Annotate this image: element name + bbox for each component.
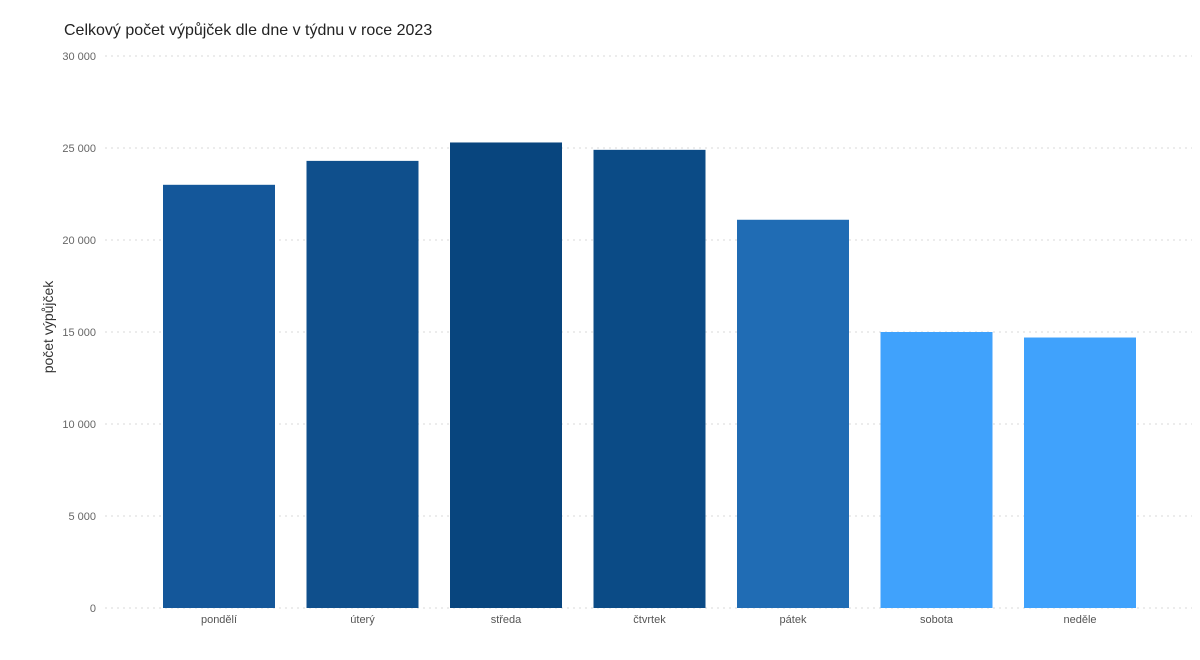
y-tick-label: 20 000: [62, 235, 96, 247]
bar-0[interactable]: [163, 184, 275, 609]
grid-lines: [105, 55, 1192, 609]
y-axis-title: počet výpůjček: [40, 280, 56, 374]
x-axis-labels: pondělí úterý středa čtvrtek pátek sobota nedě…: [201, 614, 1097, 626]
chart-title: Celkový počet výpůjček dle dne v týdnu v…: [64, 22, 433, 39]
x-tick-label: neděle: [1063, 614, 1096, 626]
bar-2[interactable]: [450, 142, 562, 609]
y-tick-label: 30 000: [62, 51, 96, 63]
bar-5[interactable]: [880, 332, 993, 608]
x-tick-label: čtvrtek: [633, 614, 666, 626]
x-tick-label: pondělí: [201, 614, 237, 626]
x-tick-label: úterý: [350, 614, 375, 626]
bars: [163, 142, 1136, 609]
y-tick-label: 0: [90, 603, 96, 615]
x-tick-label: sobota: [920, 614, 954, 626]
x-tick-label: středa: [491, 614, 522, 626]
bar-1[interactable]: [306, 160, 419, 608]
bar-6[interactable]: [1024, 337, 1136, 608]
x-tick-label: pátek: [780, 614, 807, 626]
y-tick-label: 10 000: [62, 419, 96, 431]
y-tick-label: 5 000: [68, 511, 96, 523]
y-tick-label: 15 000: [62, 327, 96, 339]
bar-3[interactable]: [593, 149, 706, 608]
bar-4[interactable]: [737, 219, 849, 608]
y-axis-ticks: 0 5 000 10 000 15 000 20 000 25 000 30 000: [62, 51, 96, 615]
y-tick-label: 25 000: [62, 143, 96, 155]
